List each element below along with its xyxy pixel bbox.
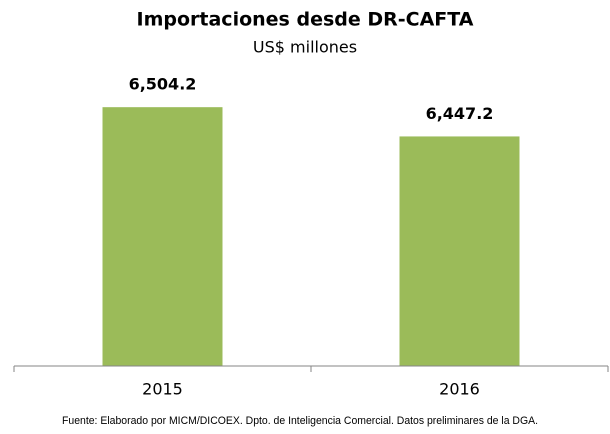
value-label: 6,447.2 [426,104,494,123]
value-label: 6,504.2 [129,75,197,94]
bar [399,136,520,366]
source-note: Fuente: Elaborado por MICM/DICOEX. Dpto.… [62,415,538,427]
chart-title: Importaciones desde DR-CAFTA [137,9,474,31]
bar [102,107,223,366]
x-tick-label: 2016 [439,380,480,399]
chart-subtitle: US$ millones [253,38,357,57]
x-tick-label: 2015 [142,380,183,399]
